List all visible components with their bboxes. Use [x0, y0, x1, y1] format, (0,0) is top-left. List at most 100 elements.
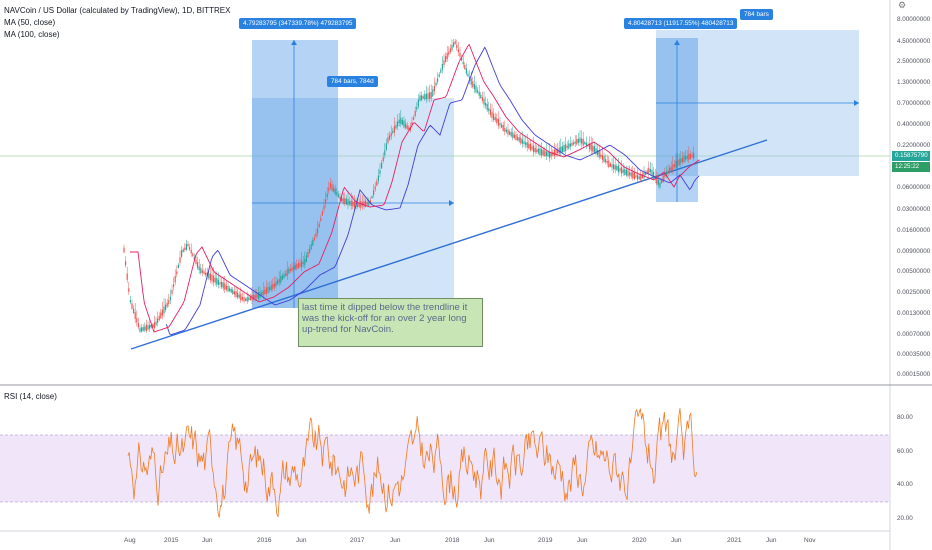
candle-body: [571, 142, 573, 146]
candle-body: [515, 134, 517, 140]
candle-body: [134, 312, 136, 319]
candle-body: [609, 163, 611, 167]
candle-body: [686, 155, 688, 159]
candle-body: [345, 198, 347, 205]
ma-100-line: [165, 46, 700, 336]
candle-body: [219, 282, 221, 285]
candle-body: [590, 144, 592, 151]
candle-body: [411, 122, 413, 125]
candle-body: [477, 90, 479, 93]
candle-body: [395, 125, 397, 129]
candle-body: [334, 188, 336, 195]
candle-body: [248, 297, 250, 300]
candle-body: [643, 171, 645, 179]
candle-body: [374, 186, 376, 190]
candle-body: [297, 262, 299, 269]
candle-body: [384, 150, 386, 156]
time-tick-label: 2021: [727, 537, 742, 544]
candle-body: [264, 289, 266, 294]
candle-body: [465, 68, 467, 74]
candle-body: [128, 288, 130, 292]
ma-50-legend[interactable]: MA (50, close): [4, 18, 56, 27]
candle-body: [470, 78, 472, 85]
candle-body: [155, 321, 157, 326]
candle-body: [449, 48, 451, 53]
candle-body: [123, 247, 125, 253]
price-tick-label: 0.06000000: [897, 184, 931, 191]
candle-body: [379, 170, 381, 174]
candle-body: [304, 258, 306, 266]
candle-body: [385, 143, 387, 150]
candle-body: [185, 243, 187, 250]
candle-body: [177, 264, 179, 269]
candle-body: [480, 94, 482, 99]
symbol-legend[interactable]: NAVCoin / US Dollar (calculated by Tradi…: [4, 6, 231, 15]
candle-body: [235, 291, 237, 297]
candle-body: [502, 124, 504, 131]
price-tick-label: 0.00250000: [897, 289, 931, 296]
candle-body: [360, 200, 362, 208]
annotation-note[interactable]: last time it dipped below the trendline …: [298, 298, 483, 347]
candle-body: [539, 148, 541, 156]
rsi-legend[interactable]: RSI (14, close): [4, 392, 57, 401]
candle-body: [224, 283, 226, 290]
candle-body: [181, 250, 183, 257]
ma-100-legend[interactable]: MA (100, close): [4, 30, 60, 39]
candle-body: [365, 200, 367, 207]
candle-body: [510, 131, 512, 137]
price-tick-label: 0.00900000: [897, 248, 931, 255]
candle-body: [627, 170, 629, 177]
candle-body: [568, 143, 570, 149]
candle-body: [413, 117, 415, 120]
candle-body: [331, 184, 333, 191]
candle-body: [275, 281, 277, 287]
candle-body: [256, 294, 258, 298]
time-tick-label: Jun: [577, 537, 588, 544]
measure-second-bars-label: 784 bars: [740, 9, 773, 20]
candle-body: [569, 143, 571, 147]
chart-settings-icon[interactable]: ⚙: [898, 0, 907, 10]
candle-body: [310, 244, 312, 250]
candle-body: [301, 260, 303, 268]
candle-body: [438, 74, 440, 77]
candle-body: [585, 142, 587, 146]
candle-body: [168, 300, 170, 304]
candle-body: [225, 285, 227, 290]
candle-body: [603, 155, 605, 163]
price-tick-label: 0.00035000: [897, 351, 931, 358]
candle-body: [549, 151, 551, 159]
candle-body: [681, 157, 683, 162]
candle-body: [633, 172, 635, 179]
candle-body: [629, 172, 631, 176]
candle-body: [389, 135, 391, 140]
candle-body: [437, 78, 439, 82]
candle-body: [489, 109, 491, 116]
candle-body: [525, 142, 527, 145]
candle-body: [664, 173, 666, 177]
candle-body: [667, 170, 669, 174]
candle-body: [333, 187, 335, 192]
candle-body: [291, 267, 293, 271]
candle-body: [565, 144, 567, 152]
candle-body: [347, 199, 349, 206]
candle-body: [294, 264, 296, 270]
candle-body: [371, 196, 373, 199]
candle-body: [550, 152, 552, 157]
candle-body: [349, 200, 351, 205]
candle-body: [353, 201, 355, 208]
candle-body: [595, 148, 597, 154]
candle-body: [286, 269, 288, 277]
candle-body: [435, 82, 437, 86]
candle-body: [305, 255, 307, 262]
measure-first-arrow-head-up: [291, 40, 297, 45]
candle-body: [459, 52, 461, 57]
candle-body: [517, 136, 519, 140]
candle-body: [243, 297, 245, 302]
candle-body: [499, 123, 501, 126]
candle-body: [153, 322, 155, 328]
candle-body: [648, 167, 650, 175]
candle-body: [393, 126, 395, 133]
candle-body: [339, 196, 341, 199]
time-tick-label: Jun: [296, 537, 307, 544]
